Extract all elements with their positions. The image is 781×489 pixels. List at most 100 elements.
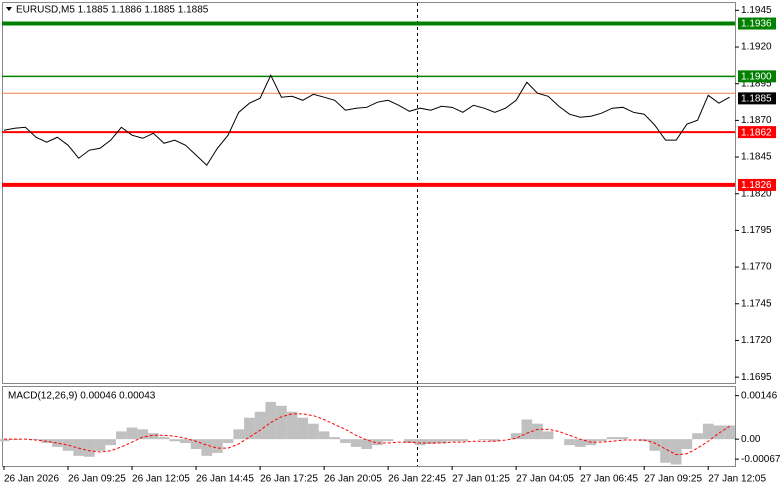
macd-bar	[158, 437, 170, 440]
level-tag-label: 1.1826	[741, 180, 772, 191]
macd-bar	[361, 439, 373, 450]
macd-bar	[84, 439, 95, 457]
x-tick-label: 27 Jan 04:05	[516, 474, 574, 485]
x-tick-label: 26 Jan 12:05	[132, 474, 190, 485]
macd-bar	[489, 439, 501, 442]
level-tag	[738, 17, 776, 30]
x-tick-label: 27 Jan 06:45	[580, 474, 638, 485]
level-tag-label: 1.1862	[741, 127, 772, 138]
macd-bar	[254, 411, 266, 440]
macd-bar	[286, 411, 298, 440]
macd-bar	[574, 439, 586, 447]
level-tag	[738, 92, 776, 105]
y-tick-label: 0.00146	[741, 390, 778, 401]
x-tick-label: 26 Jan 14:45	[196, 474, 254, 485]
y-tick-label: 1.1845	[741, 152, 772, 163]
level-tag-label: 1.1936	[741, 19, 772, 30]
macd-bar	[190, 439, 202, 450]
macd-bar	[148, 433, 159, 440]
macd-bar	[660, 439, 671, 463]
macd-bar	[521, 419, 533, 440]
macd-bar	[724, 425, 735, 440]
macd-bar	[414, 439, 426, 446]
macd-bar	[180, 439, 191, 444]
macd-bar	[297, 417, 309, 440]
macd-bar	[340, 439, 351, 444]
x-tick-label: 26 Jan 09:25	[68, 474, 126, 485]
signal-line	[4, 413, 730, 456]
y-tick-label: 1.1720	[741, 335, 772, 346]
macd-bar	[105, 439, 117, 446]
macd-bar	[372, 439, 383, 446]
macd-bar	[692, 433, 703, 440]
price-line	[3, 74, 730, 167]
y-tick-label: 1.1770	[741, 262, 772, 273]
macd-bar	[116, 431, 127, 440]
x-tick-label: 26 Jan 20:05	[324, 474, 382, 485]
macd-bar	[542, 431, 554, 440]
y-tick-label: 1.1795	[741, 225, 772, 236]
level-tag-label: 1.1885	[741, 94, 772, 105]
menu-triangle	[6, 7, 12, 11]
macd-bar	[308, 423, 319, 440]
y-tick-label: 1.1745	[741, 298, 772, 309]
macd-bar	[382, 439, 394, 442]
y-tick-label: 0.00	[741, 434, 761, 445]
x-tick-label: 26 Jan 2026	[4, 474, 59, 485]
y-tick-label: 1.1920	[741, 42, 772, 53]
level-tag	[738, 70, 776, 83]
macd-bar	[564, 439, 575, 446]
y-tick-label: 1.1820	[741, 188, 772, 199]
macd-title: MACD(12,26,9) 0.00046 0.00043	[8, 391, 156, 402]
macd-bar	[137, 429, 149, 440]
macd-bar	[446, 439, 458, 442]
level-tag	[738, 178, 776, 191]
x-tick-label: 27 Jan 01:25	[452, 474, 510, 485]
y-tick-label: 1.1945	[741, 5, 772, 16]
macd-bar	[222, 439, 234, 444]
macd-bar	[532, 423, 543, 440]
x-tick-label: 26 Jan 22:45	[388, 474, 446, 485]
x-tick-label: 26 Jan 17:25	[260, 474, 318, 485]
y-tick-label: 1.1895	[741, 78, 772, 89]
x-tick-label: 27 Jan 12:05	[708, 474, 766, 485]
macd-bar	[318, 431, 330, 440]
macd-bar	[713, 425, 725, 440]
macd-bar	[350, 439, 362, 447]
macd-bar	[212, 439, 223, 453]
level-tag-label: 1.1900	[741, 71, 772, 82]
macd-bar	[457, 439, 469, 442]
macd-bar	[52, 439, 63, 447]
macd-bar	[62, 439, 74, 451]
macd-bar	[404, 439, 415, 444]
macd-bar	[265, 401, 277, 440]
x-tick-label: 27 Jan 09:25	[644, 474, 702, 485]
macd-bar	[73, 439, 85, 456]
y-tick-label: -0.00067	[741, 454, 781, 465]
macd-bar	[596, 439, 607, 442]
macd-bar	[478, 439, 490, 441]
macd-bar	[201, 439, 213, 456]
macd-bar	[510, 433, 522, 440]
level-tag	[738, 126, 776, 139]
macd-bar	[169, 439, 181, 442]
chart-title: EURUSD,M5 1.1885 1.1886 1.1885 1.1885	[16, 5, 209, 16]
macd-bar	[606, 437, 618, 440]
y-tick-label: 1.1870	[741, 115, 772, 126]
macd-bar	[126, 427, 138, 440]
macd-bar	[670, 439, 682, 465]
macd-bar	[436, 439, 447, 444]
y-tick-label: 1.1695	[741, 372, 772, 383]
macd-bar	[649, 439, 661, 451]
macd-bar	[0, 439, 10, 442]
price-frame	[2, 2, 736, 384]
macd-bar	[94, 439, 106, 451]
macd-bar	[276, 405, 287, 440]
macd-bar	[425, 439, 437, 444]
macd-bar	[233, 429, 245, 440]
macd-frame	[2, 386, 736, 467]
macd-bar	[681, 439, 693, 450]
macd-bar	[617, 437, 629, 440]
